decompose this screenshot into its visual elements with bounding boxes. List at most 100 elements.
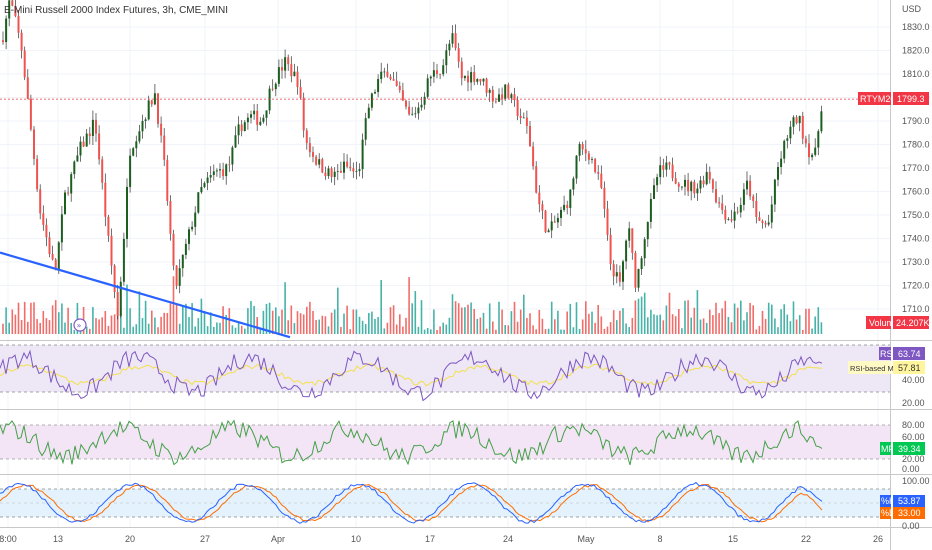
- volume-bar: [392, 305, 395, 334]
- volume-bar: [42, 310, 45, 334]
- candle-body: [95, 119, 97, 134]
- volume-bars: [2, 276, 823, 334]
- candle-body: [290, 64, 293, 77]
- candle-body: [157, 93, 159, 124]
- volume-bar: [730, 322, 733, 334]
- candle-body: [532, 146, 535, 167]
- volume-bar: [693, 307, 696, 334]
- candle-body: [470, 72, 473, 83]
- replay-icon[interactable]: »: [73, 318, 87, 332]
- candle-body: [222, 169, 225, 177]
- time-tick-label: 24: [503, 534, 513, 544]
- volume-bar: [371, 311, 373, 334]
- volume-bar: [532, 325, 534, 334]
- time-axis[interactable]: 8:00 13 20 27 Apr 10 17 24 May 8 15 22 26: [0, 534, 883, 544]
- volume-bar: [262, 310, 265, 334]
- volume-bar: [575, 302, 578, 334]
- trendline[interactable]: [0, 251, 291, 339]
- candle-body: [271, 88, 274, 90]
- volume-bar: [588, 313, 590, 334]
- rsi-tick-label: 40.00: [902, 375, 925, 385]
- volume-bar: [324, 316, 327, 334]
- candle-body: [26, 77, 29, 99]
- candle-body: [98, 133, 101, 160]
- candle-body: [119, 281, 122, 316]
- volume-bar: [743, 320, 745, 334]
- candle-body: [197, 192, 200, 213]
- volume-bar: [129, 308, 131, 334]
- volume-bar: [529, 313, 531, 334]
- volume-bar: [228, 308, 231, 334]
- candle-body: [253, 110, 256, 115]
- volume-bar: [488, 303, 491, 334]
- time-tick-label: 15: [728, 534, 738, 544]
- candle-body: [622, 261, 624, 282]
- candle-body: [398, 85, 401, 91]
- candle-body: [491, 89, 494, 102]
- volume-bar: [417, 326, 420, 334]
- candle-body: [209, 175, 212, 178]
- volume-bar: [544, 329, 547, 334]
- volume-bar: [712, 315, 714, 334]
- candle-body: [250, 114, 252, 118]
- candle-body: [665, 162, 668, 170]
- candle-body: [36, 158, 39, 190]
- mf-tick-label: 0.00: [902, 464, 920, 474]
- candle-body: [525, 117, 528, 126]
- volume-bar: [733, 303, 736, 334]
- volume-bar: [436, 329, 438, 334]
- volume-bar: [58, 312, 60, 334]
- candle-body: [312, 152, 314, 157]
- candle-body: [246, 117, 249, 123]
- volume-bar: [343, 313, 345, 334]
- candle-body: [432, 70, 435, 77]
- candle-body: [23, 50, 26, 78]
- rsi-tag-value: 63.74: [898, 349, 921, 359]
- volume-bar: [783, 304, 785, 334]
- money-flow-pane[interactable]: [0, 419, 890, 466]
- volume-bar: [188, 316, 190, 334]
- candle-body: [485, 78, 488, 93]
- rsi-ma-tag-value: 57.81: [898, 363, 921, 373]
- volume-bar: [200, 298, 203, 334]
- volume-bar: [749, 302, 751, 334]
- volume-bar: [578, 328, 581, 334]
- candle-body: [755, 200, 758, 218]
- candle-body: [715, 189, 717, 203]
- d-tag-value: 33.00: [898, 508, 921, 518]
- volume-bar: [247, 308, 249, 334]
- volume-bar: [625, 323, 627, 334]
- candle-body: [426, 78, 429, 97]
- candle-body: [792, 117, 795, 127]
- candle-body: [64, 192, 66, 215]
- candle-body: [780, 158, 783, 167]
- candle-body: [169, 201, 172, 234]
- price-tick-label: 1740.0: [902, 234, 930, 244]
- volume-bar: [671, 314, 674, 334]
- volume-bar: [256, 317, 258, 334]
- volume-bar: [554, 319, 556, 334]
- volume-bar: [461, 307, 463, 334]
- volume-bar: [166, 312, 169, 334]
- candle-body: [730, 219, 733, 221]
- volume-bar: [76, 302, 79, 334]
- price-axis[interactable]: USD 1830.01820.01810.01800.01790.01780.0…: [902, 4, 930, 531]
- rsi-pane[interactable]: [0, 344, 890, 402]
- time-tick-label: 20: [125, 534, 135, 544]
- volume-bar: [643, 292, 646, 334]
- candle-body: [603, 187, 606, 209]
- candle-body: [73, 161, 76, 175]
- stochastic-pane[interactable]: [0, 481, 890, 524]
- volume-bar: [169, 303, 172, 334]
- candle-body: [429, 76, 432, 79]
- volume-bar: [327, 326, 330, 334]
- candle-body: [569, 189, 572, 208]
- candle-body: [618, 272, 621, 282]
- volume-bar: [519, 309, 522, 334]
- volume-bar: [346, 305, 348, 334]
- price-pane[interactable]: E-Mini Russell 2000 Index Futures, 3h, C…: [0, 0, 890, 339]
- candle-body: [680, 186, 683, 188]
- volume-bar: [402, 326, 404, 334]
- candle-body: [643, 239, 646, 259]
